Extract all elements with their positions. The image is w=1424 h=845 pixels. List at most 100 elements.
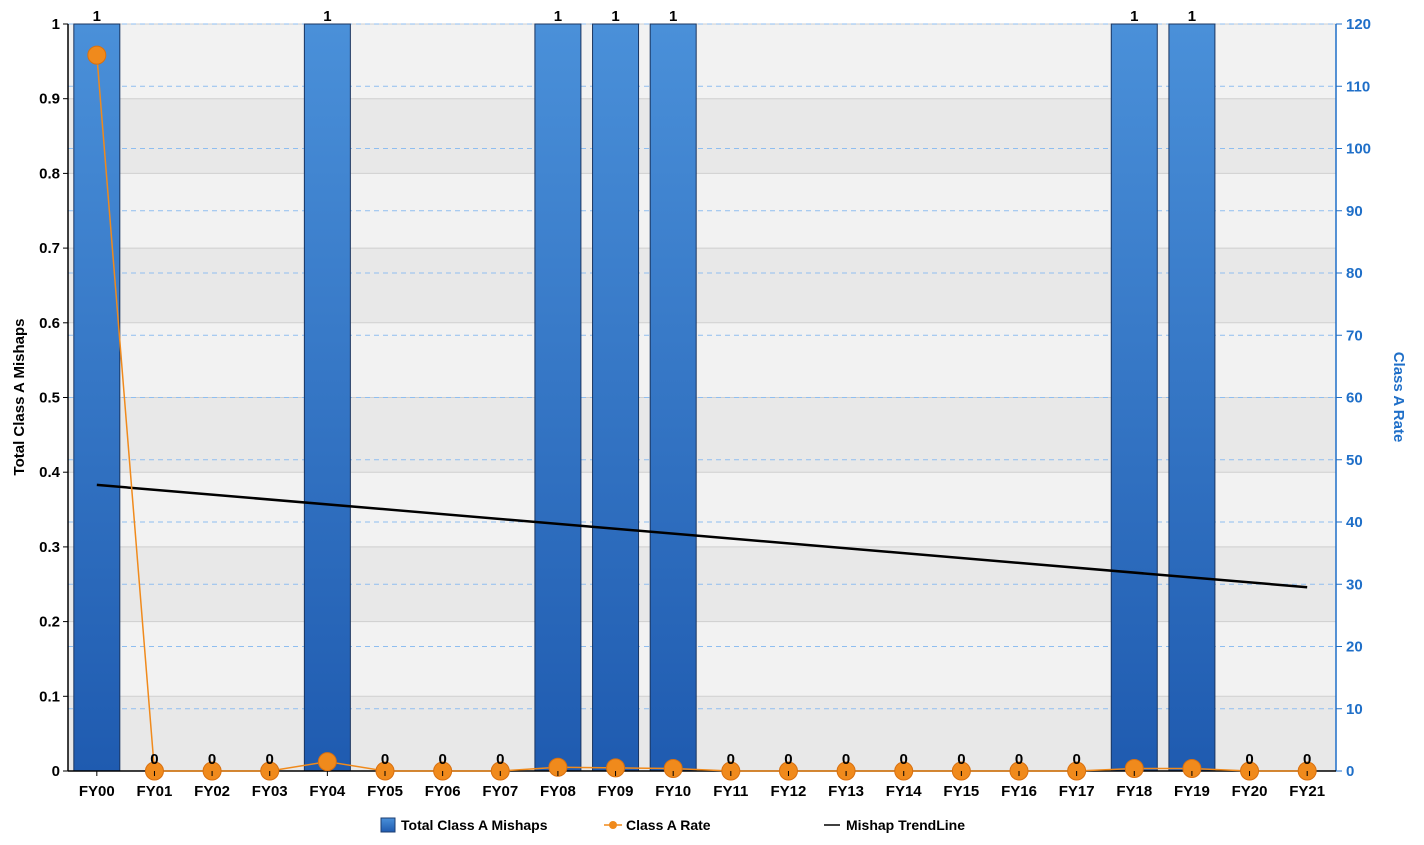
x-tick-label-fy17: FY17 bbox=[1059, 783, 1095, 800]
y2-tick-label: 110 bbox=[1346, 78, 1370, 95]
data-label-fy06: 0 bbox=[438, 751, 446, 768]
x-tick-label-fy11: FY11 bbox=[713, 783, 748, 800]
legend: Total Class A Mishaps Class A Rate Misha… bbox=[380, 817, 965, 833]
x-tick-label-fy08: FY08 bbox=[540, 783, 576, 800]
trend-series bbox=[96, 483, 1308, 589]
y2-axis-title: Class A Rate bbox=[1390, 352, 1407, 443]
x-tick-label-fy13: FY13 bbox=[828, 783, 864, 800]
y-tick-label: 0.6 bbox=[39, 315, 60, 332]
y-tick-label: 0.3 bbox=[39, 539, 60, 556]
x-tick-label-fy04: FY04 bbox=[309, 783, 346, 800]
y2-tick-label: 80 bbox=[1346, 265, 1363, 282]
x-tick-label-fy16: FY16 bbox=[1001, 783, 1037, 800]
data-label-fy12: 0 bbox=[784, 751, 792, 768]
y2-tick-label: 10 bbox=[1346, 701, 1363, 718]
legend-label-mishaps: Total Class A Mishaps bbox=[401, 817, 548, 833]
data-label-fy16: 0 bbox=[1015, 751, 1023, 768]
x-tick-label-fy15: FY15 bbox=[943, 783, 979, 800]
data-label-fy00: 1 bbox=[93, 8, 101, 25]
y2-tick-label: 50 bbox=[1346, 452, 1363, 469]
bar-fy10 bbox=[649, 23, 697, 772]
x-tick-label-fy21: FY21 bbox=[1289, 783, 1325, 800]
data-label-fy11: 0 bbox=[727, 751, 735, 768]
data-label-fy21: 0 bbox=[1303, 751, 1311, 768]
trend-line bbox=[96, 483, 1308, 589]
x-tick-label-fy19: FY19 bbox=[1174, 783, 1210, 800]
x-tick-label-fy02: FY02 bbox=[194, 783, 230, 800]
data-label-fy07: 0 bbox=[496, 751, 504, 768]
bar-series bbox=[73, 23, 1216, 772]
data-label-fy10: 1 bbox=[669, 8, 677, 25]
data-labels: 1 0 0 0 1 0 0 0 1 1 1 0 0 0 0 0 0 0 1 1 0 0 bbox=[93, 8, 1312, 768]
bar-fy09 bbox=[592, 23, 640, 772]
legend-item-mishaps[interactable]: Total Class A Mishaps bbox=[380, 817, 548, 833]
legend-swatch-bar bbox=[380, 817, 396, 833]
x-tick-label-fy06: FY06 bbox=[425, 783, 461, 800]
data-label-fy05: 0 bbox=[381, 751, 389, 768]
y2-tick-label: 70 bbox=[1346, 327, 1363, 344]
rate-point-fy19 bbox=[1182, 759, 1202, 779]
y2-tick-label: 120 bbox=[1346, 16, 1371, 33]
rate-point-fy10 bbox=[663, 759, 683, 779]
legend-label-rate: Class A Rate bbox=[626, 817, 711, 833]
x-tick-label-fy07: FY07 bbox=[482, 783, 518, 800]
y2-tick-label: 100 bbox=[1346, 141, 1371, 158]
data-label-fy02: 0 bbox=[208, 751, 216, 768]
data-label-fy01: 0 bbox=[150, 751, 158, 768]
data-label-fy08: 1 bbox=[554, 8, 562, 25]
y-tick-label: 0.9 bbox=[39, 91, 60, 108]
y-tick-label: 1 bbox=[52, 16, 60, 33]
bar-fy08 bbox=[534, 23, 582, 772]
rate-point-fy04 bbox=[317, 752, 337, 772]
y-tick-label: 0.5 bbox=[39, 390, 60, 407]
legend-item-rate[interactable]: Class A Rate bbox=[604, 817, 711, 833]
tick-labels: 00.10.20.30.40.50.60.70.80.9101020304050… bbox=[39, 16, 1371, 800]
rate-point-fy18 bbox=[1124, 759, 1144, 779]
y-tick-label: 0.1 bbox=[39, 688, 60, 705]
rate-point-fy08 bbox=[548, 757, 568, 777]
x-tick-label-fy01: FY01 bbox=[137, 783, 173, 800]
y-tick-label: 0.2 bbox=[39, 614, 60, 631]
y2-tick-label: 20 bbox=[1346, 639, 1363, 656]
data-label-fy15: 0 bbox=[957, 751, 965, 768]
y2-tick-label: 0 bbox=[1346, 763, 1354, 780]
data-label-fy13: 0 bbox=[842, 751, 850, 768]
legend-label-trend: Mishap TrendLine bbox=[846, 817, 965, 833]
y-tick-label: 0.4 bbox=[39, 464, 61, 481]
bar-fy00 bbox=[73, 23, 121, 772]
y-tick-label: 0 bbox=[52, 763, 60, 780]
y2-tick-label: 60 bbox=[1346, 390, 1363, 407]
rate-point-fy09 bbox=[606, 758, 626, 778]
y-axis-title: Total Class A Mishaps bbox=[11, 319, 28, 476]
data-label-fy18: 1 bbox=[1130, 8, 1138, 25]
data-label-fy17: 0 bbox=[1072, 751, 1080, 768]
legend-item-trend[interactable]: Mishap TrendLine bbox=[824, 817, 965, 833]
y2-tick-label: 40 bbox=[1346, 514, 1363, 531]
bar-fy18 bbox=[1110, 23, 1158, 772]
legend-swatch-rate-dot bbox=[609, 821, 617, 829]
x-tick-label-fy00: FY00 bbox=[79, 783, 115, 800]
x-tick-label-fy05: FY05 bbox=[367, 783, 403, 800]
x-tick-label-fy03: FY03 bbox=[252, 783, 288, 800]
bar-fy19 bbox=[1168, 23, 1216, 772]
y2-tick-label: 90 bbox=[1346, 203, 1363, 220]
x-tick-label-fy20: FY20 bbox=[1232, 783, 1268, 800]
data-label-fy04: 1 bbox=[323, 8, 331, 25]
data-label-fy14: 0 bbox=[900, 751, 908, 768]
data-label-fy09: 1 bbox=[611, 8, 619, 25]
y-tick-label: 0.7 bbox=[39, 240, 60, 257]
x-tick-label-fy09: FY09 bbox=[598, 783, 634, 800]
x-tick-label-fy18: FY18 bbox=[1116, 783, 1152, 800]
x-tick-label-fy10: FY10 bbox=[655, 783, 691, 800]
y-tick-label: 0.8 bbox=[39, 165, 60, 182]
y2-tick-label: 30 bbox=[1346, 576, 1363, 593]
rate-line bbox=[96, 55, 1308, 772]
x-tick-label-fy14: FY14 bbox=[886, 783, 923, 800]
bar-fy04 bbox=[303, 23, 351, 772]
x-tick-label-fy12: FY12 bbox=[771, 783, 807, 800]
data-label-fy03: 0 bbox=[266, 751, 274, 768]
data-label-fy20: 0 bbox=[1245, 751, 1253, 768]
data-label-fy19: 1 bbox=[1188, 8, 1196, 25]
